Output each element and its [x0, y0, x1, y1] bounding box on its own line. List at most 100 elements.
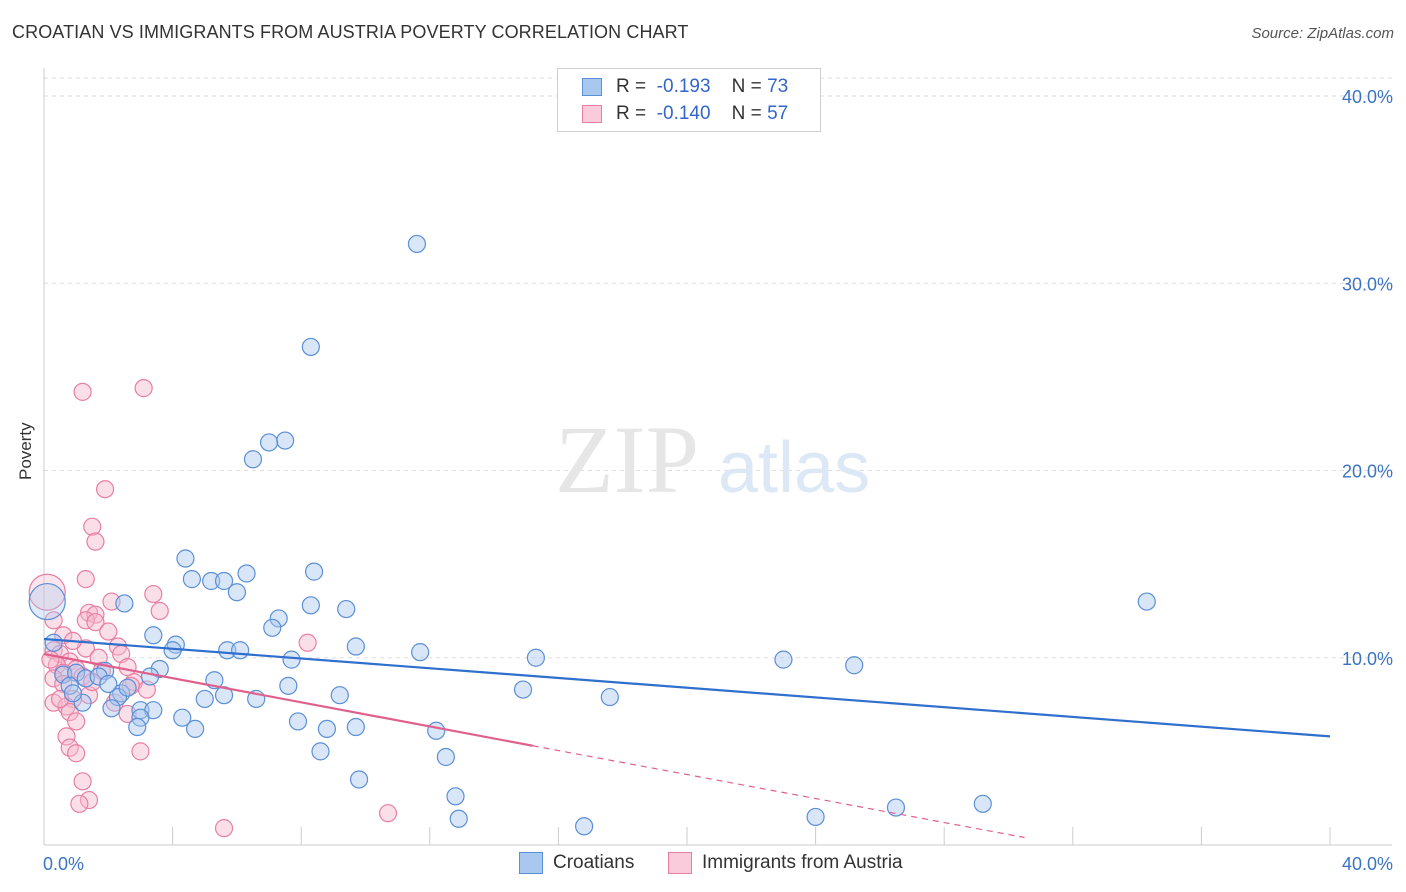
austria-point [70, 794, 89, 813]
austria-point [57, 727, 76, 746]
croatians-point [259, 433, 279, 452]
croatians-point [243, 450, 263, 469]
austria-point [298, 633, 317, 652]
legend-swatch-croatians [582, 78, 602, 96]
legend-r-label: R = [616, 76, 647, 97]
legend-r-value: -0.193 [656, 76, 711, 97]
croatians-point [845, 656, 864, 675]
croatians-point [195, 689, 214, 709]
austria-point [73, 382, 92, 401]
y-tick-label-20: 20.0% [1342, 462, 1393, 482]
croatians-point [263, 618, 282, 637]
austria-point [99, 622, 118, 641]
croatians-point [288, 712, 308, 731]
tick-labels: 10.0% 20.0% 30.0% 40.0% 0.0% 40.0% [43, 87, 1393, 874]
austria-point [118, 658, 137, 677]
croatians-point [526, 648, 545, 667]
croatians-point [427, 721, 446, 740]
croatians-point [407, 234, 427, 254]
croatians-point [150, 659, 169, 679]
series-legend-austria: Immigrants from Austria [668, 852, 903, 874]
croatians-point [301, 596, 320, 615]
legend-r-value: -0.140 [656, 103, 711, 124]
croatians-point [227, 583, 246, 602]
croatians-point [411, 643, 430, 662]
legend-swatch-austria [582, 105, 602, 123]
croatians-point [63, 684, 83, 703]
trend-lines [43, 637, 1331, 839]
croatians-point [513, 680, 533, 699]
croatians-point [214, 571, 234, 591]
croatians-point [282, 650, 301, 669]
croatians-point [99, 674, 118, 694]
austria-point [67, 744, 86, 763]
austria-point [150, 601, 169, 621]
x-tick-label-min: 0.0% [43, 854, 84, 874]
croatians-point [774, 650, 793, 669]
croatians-point [182, 570, 201, 589]
austria-point [67, 712, 86, 731]
austria-point [28, 573, 66, 611]
x-tick-label-max: 40.0% [1342, 854, 1393, 874]
austria-point [44, 669, 63, 688]
austria-point [86, 605, 105, 624]
austria-point [86, 613, 105, 632]
austria-point [83, 517, 102, 536]
croatians-point [449, 809, 468, 828]
chart-title: CROATIAN VS IMMIGRANTS FROM AUSTRIA POVE… [12, 22, 689, 42]
austria-point [60, 702, 79, 722]
austria-point [86, 532, 105, 551]
y-tick-label-40: 40.0% [1342, 87, 1393, 107]
series-swatch-austria [668, 852, 692, 874]
watermark: ZIP atlas [555, 406, 870, 513]
croatians-point [446, 787, 465, 806]
croatians-point [28, 582, 66, 621]
legend-r-label: R = [616, 103, 647, 124]
series-croatians-points [28, 234, 1156, 836]
croatians-point [237, 564, 256, 583]
legend-n-label: N = [731, 103, 762, 124]
croatians-point [108, 687, 128, 707]
croatians-point [202, 571, 221, 591]
croatians-point [186, 719, 205, 739]
series-label-croatians: Croatians [553, 852, 635, 873]
austria-point [73, 772, 92, 791]
croatians-point [128, 717, 147, 737]
series-swatch-croatians [519, 852, 543, 874]
croatians-point [806, 807, 825, 827]
austria-point [105, 693, 124, 712]
croatians-point [436, 747, 455, 767]
austria-point [134, 379, 153, 398]
legend-n-value: 73 [767, 76, 789, 97]
y-tick-label-10: 10.0% [1342, 649, 1393, 669]
series-label-austria: Immigrants from Austria [702, 852, 903, 873]
legend-n-value: 57 [767, 103, 789, 124]
watermark-zip: ZIP [555, 406, 699, 513]
croatians-point [1137, 592, 1156, 611]
trend-line-croatians [43, 637, 1331, 738]
austria-point [54, 674, 73, 694]
croatians-point [118, 678, 137, 697]
croatians-point [218, 641, 237, 660]
series-legend: Croatians Immigrants from Austria [0, 852, 1406, 878]
croatians-point [173, 708, 192, 727]
croatians-point [304, 562, 324, 581]
croatians-point [231, 641, 250, 660]
croatians-point [330, 686, 349, 705]
legend-row-croatians: R = -0.193 N = 73 [582, 76, 788, 98]
croatians-point [140, 667, 160, 686]
austria-point [76, 570, 95, 589]
legend-n-label: N = [731, 76, 762, 97]
croatians-point [73, 693, 92, 712]
croatians-point [276, 431, 295, 450]
trend-line-austria-extension [532, 745, 1025, 839]
croatians-point [349, 770, 369, 789]
croatians-point [317, 719, 337, 739]
series-legend-croatians: Croatians [519, 852, 634, 874]
croatians-point [44, 633, 63, 652]
croatians-point [269, 609, 288, 628]
austria-point [214, 819, 234, 838]
axes [43, 68, 1392, 846]
watermark-atlas: atlas [718, 428, 870, 508]
